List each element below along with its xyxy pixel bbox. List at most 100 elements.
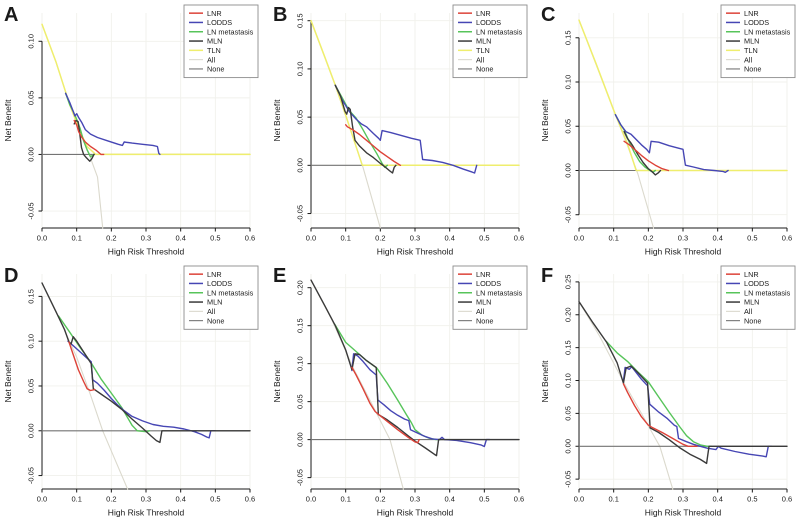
y-tick-label: 0.10 — [295, 356, 304, 371]
x-axis-label: High Risk Threshold — [645, 507, 722, 517]
x-tick-label: 0.3 — [141, 494, 151, 503]
y-axis-label: Net Benefit — [540, 359, 550, 402]
x-tick-label: 0.5 — [747, 234, 757, 243]
x-tick-label: 0.4 — [444, 494, 454, 503]
legend-label-lnr: LNR — [476, 9, 491, 18]
legend-label-lnmet: LN metastasis — [207, 27, 254, 36]
y-tick-label: 0.05 — [27, 378, 36, 393]
series-line-mln — [334, 84, 397, 174]
series-line-lnr — [623, 140, 670, 172]
x-tick-label: 0.2 — [106, 494, 116, 503]
legend-label-none: None — [476, 316, 493, 325]
x-tick-label: 0.6 — [782, 494, 792, 503]
y-tick-label: 0.00 — [564, 163, 573, 178]
x-tick-label: 0.0 — [305, 494, 315, 503]
axes: 0.0 0.1 0.2 0.3 0.4 0.5 0.6 -0.05 0.00 0.05 0.10 0.… — [295, 280, 524, 503]
legend-label-lnmet: LN metastasis — [744, 27, 791, 36]
panel-letter: E — [273, 265, 286, 287]
x-tick-label: 0.3 — [141, 234, 151, 243]
x-tick-label: 0.4 — [713, 234, 723, 243]
series-line-lodds — [615, 113, 730, 174]
y-tick-label: 0.05 — [27, 91, 36, 106]
series-line-ln-metastasis — [615, 113, 657, 174]
x-tick-label: 0.6 — [513, 494, 523, 503]
legend-label-lnr: LNR — [476, 269, 491, 278]
legend-label-lodds: LODDS — [207, 279, 232, 288]
x-tick-label: 0.6 — [245, 494, 255, 503]
legend-label-mln: MLN — [207, 297, 222, 306]
series-line-mln — [73, 119, 95, 162]
panel-D-plot: 0.0 0.1 0.2 0.3 0.4 0.5 0.6 -0.05 0.00 0.05 0.10 0.… — [3, 265, 259, 517]
y-tick-label: 0.05 — [295, 110, 304, 125]
x-tick-label: 0.5 — [479, 494, 489, 503]
x-tick-label: 0.1 — [340, 234, 350, 243]
series-line-lnr — [68, 340, 96, 391]
y-tick-label: -0.05 — [295, 469, 304, 486]
x-tick-label: 0.0 — [574, 494, 584, 503]
x-tick-label: 0.1 — [340, 494, 350, 503]
series-line-all — [578, 300, 674, 490]
series-group — [578, 19, 789, 229]
legend-label-mln: MLN — [207, 37, 222, 46]
y-tick-label: 0.00 — [295, 432, 304, 447]
legend-label-lnr: LNR — [744, 9, 759, 18]
y-tick-label: 0.00 — [27, 423, 36, 438]
legend-label-all: All — [476, 55, 484, 64]
panel-C: 0.0 0.1 0.2 0.3 0.4 0.5 0.6 -0.05 0.00 0.05 0.10 0.… — [537, 0, 806, 261]
x-axis-label: High Risk Threshold — [108, 507, 185, 517]
legend-label-lnmet: LN metastasis — [744, 288, 791, 297]
legend-label-lodds: LODDS — [476, 18, 501, 27]
panel-letter: A — [4, 4, 18, 26]
x-tick-label: 0.0 — [37, 494, 47, 503]
x-tick-label: 0.6 — [513, 234, 523, 243]
legend-label-lnmet: LN metastasis — [476, 288, 523, 297]
y-tick-label: 0.25 — [564, 274, 573, 289]
legend-label-lnmet: LN metastasis — [207, 288, 254, 297]
panel-letter: D — [4, 265, 18, 287]
legend-label-tln: TLN — [476, 46, 490, 55]
panel-F-plot: 0.0 0.1 0.2 0.3 0.4 0.5 0.6 -0.05 0.00 0.05 0.10 0.… — [540, 265, 796, 517]
legend-label-tln: TLN — [207, 46, 221, 55]
x-tick-label: 0.4 — [175, 234, 185, 243]
x-tick-label: 0.3 — [678, 234, 688, 243]
axes: 0.0 0.1 0.2 0.3 0.4 0.5 0.6 -0.05 0.00 0.05 0.10 0.… — [295, 13, 524, 242]
series-line-lodds — [623, 365, 773, 458]
legend-label-lnr: LNR — [207, 9, 222, 18]
legend-label-all: All — [207, 306, 215, 315]
x-axis-label: High Risk Threshold — [376, 247, 453, 257]
x-tick-label: 0.3 — [678, 494, 688, 503]
y-tick-label: 0.10 — [564, 75, 573, 90]
legend-label-none: None — [744, 316, 761, 325]
series-line-ln-metastasis — [605, 339, 713, 447]
legend-label-mln: MLN — [476, 297, 491, 306]
axes: 0.0 0.1 0.2 0.3 0.4 0.5 0.6 -0.05 0.00 0.05 0.10 0.… — [27, 289, 256, 503]
series-line-mln — [578, 300, 789, 464]
y-tick-label: 0.15 — [295, 13, 304, 28]
legend-label-lnmet: LN metastasis — [476, 27, 523, 36]
legend-label-lnr: LNR — [207, 269, 222, 278]
panel-C-plot: 0.0 0.1 0.2 0.3 0.4 0.5 0.6 -0.05 0.00 0.05 0.10 0.… — [540, 4, 796, 257]
y-axis-label: Net Benefit — [272, 99, 282, 142]
x-tick-label: 0.2 — [375, 234, 385, 243]
series-group — [41, 281, 251, 490]
legend-label-lodds: LODDS — [476, 279, 501, 288]
x-tick-label: 0.5 — [210, 494, 220, 503]
x-tick-label: 0.1 — [71, 234, 81, 243]
x-tick-label: 0.1 — [609, 234, 619, 243]
legend-label-none: None — [744, 65, 761, 74]
series-line-all — [41, 23, 104, 229]
x-axis-label: High Risk Threshold — [376, 507, 453, 517]
y-tick-label: 0.15 — [295, 318, 304, 333]
y-tick-label: 0.10 — [27, 333, 36, 348]
y-axis-label: Net Benefit — [540, 99, 550, 142]
y-tick-label: 0.00 — [27, 147, 36, 162]
legend-label-lodds: LODDS — [744, 279, 769, 288]
panel-E-plot: 0.0 0.1 0.2 0.3 0.4 0.5 0.6 -0.05 0.00 0.05 0.10 0.… — [272, 265, 528, 517]
y-tick-label: 0.15 — [27, 289, 36, 304]
panel-D: 0.0 0.1 0.2 0.3 0.4 0.5 0.6 -0.05 0.00 0.05 0.10 0.… — [0, 261, 269, 521]
x-tick-label: 0.5 — [479, 234, 489, 243]
